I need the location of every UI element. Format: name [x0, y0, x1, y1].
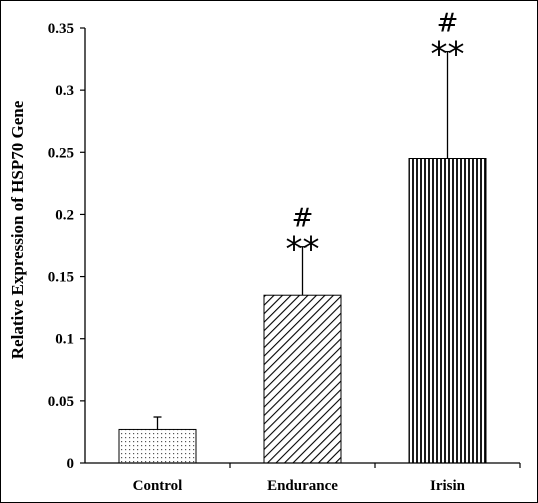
y-tick-label: 0.05 [48, 394, 74, 410]
significance-hash-irisin: # [437, 9, 459, 39]
y-tick-label: 0.1 [55, 332, 74, 348]
x-tick-label-control: Control [133, 478, 183, 494]
bar-control [118, 428, 197, 464]
y-tick-label: 0.25 [48, 145, 74, 161]
significance-stars-irisin: ** [431, 35, 465, 75]
y-tick-label: 0 [67, 456, 75, 472]
y-tick-label: 0.3 [55, 83, 74, 99]
x-axis: Control Endurance Irisin [85, 462, 521, 494]
y-tick-label: 0.35 [48, 21, 74, 37]
y-axis-title: Relative Expression of HSP70 Gene [8, 100, 27, 359]
x-tick-label-irisin: Irisin [430, 478, 466, 494]
significance-stars-endurance: ** [286, 230, 320, 270]
x-tick-label-endurance: Endurance [267, 478, 338, 494]
y-tick-label: 0.15 [48, 270, 74, 286]
y-axis: 0 0.05 0.1 0.15 0.2 0.25 0.3 0.35 [48, 21, 86, 472]
y-tick-label: 0.2 [55, 207, 74, 223]
bar-irisin [408, 158, 487, 464]
bars: **#**# [118, 9, 487, 464]
significance-hash-endurance: # [292, 204, 314, 234]
bar-endurance [263, 294, 342, 464]
